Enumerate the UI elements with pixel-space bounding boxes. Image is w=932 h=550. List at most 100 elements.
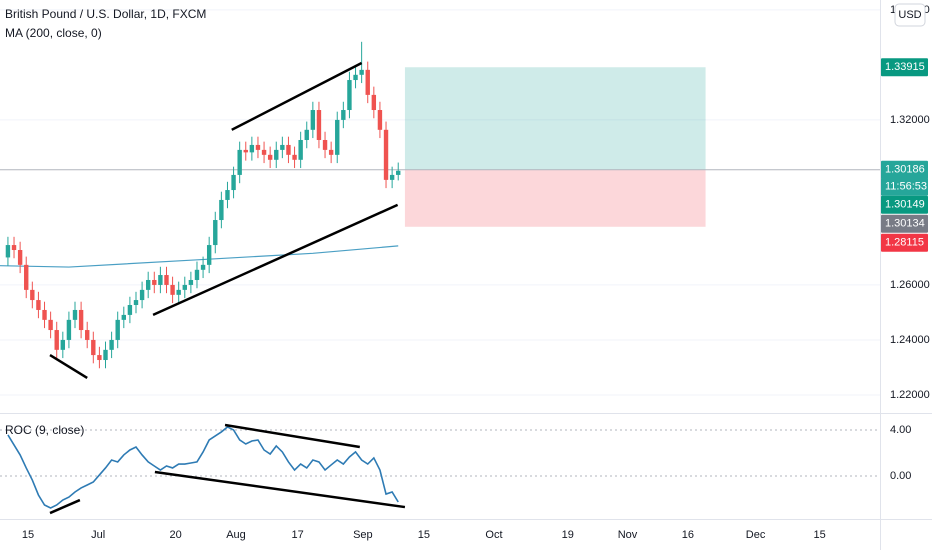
target-label: 1.33915 <box>885 61 925 73</box>
candle-body <box>72 309 78 320</box>
candle-body <box>36 300 41 310</box>
y-tick-label: 1.22000 <box>890 389 930 401</box>
candle-body <box>322 139 328 150</box>
candle-body <box>109 339 114 350</box>
x-tick-label: Nov <box>618 529 638 541</box>
candle-body <box>5 245 11 258</box>
x-tick-label: Jul <box>91 529 105 541</box>
stop-label: 1.28115 <box>885 237 924 249</box>
candle-body <box>127 305 133 315</box>
candle-body <box>377 110 383 130</box>
bid-label: 1.30134 <box>885 218 925 230</box>
candle-body <box>335 119 340 155</box>
x-tick-label: Dec <box>746 529 766 541</box>
candle-body <box>328 149 334 155</box>
candle-body <box>292 154 297 160</box>
candle-body <box>164 275 169 285</box>
y-tick-label: 4.00 <box>890 424 911 436</box>
candle-body <box>365 69 370 95</box>
currency-label[interactable]: USD <box>898 9 921 21</box>
roc-title: ROC (9, close) <box>5 423 84 437</box>
candle-body <box>274 149 279 160</box>
x-tick-label: Sep <box>353 529 373 541</box>
candle-body <box>42 309 47 320</box>
x-tick-label: 15 <box>814 529 826 541</box>
candle-body <box>54 330 59 350</box>
candle-body <box>194 269 200 280</box>
bid-label-bg <box>881 214 928 233</box>
candle-body <box>85 330 90 340</box>
roc-line <box>7 426 399 509</box>
candle-body <box>24 264 29 290</box>
candle-body <box>188 279 194 285</box>
candle-body <box>298 139 303 160</box>
trendline <box>49 354 88 379</box>
candle-body <box>231 174 236 191</box>
candle-body <box>396 170 401 175</box>
candle-body <box>91 339 96 356</box>
candle-body <box>133 300 139 306</box>
chart-title: British Pound / U.S. Dollar, 1D, FXCM <box>5 7 206 21</box>
stop-label-bg <box>881 233 928 252</box>
trendline <box>154 470 406 509</box>
candle-body <box>152 279 157 285</box>
candle-body <box>353 74 358 81</box>
candle-body <box>316 110 322 140</box>
x-tick-label: 15 <box>418 529 430 541</box>
candle-body <box>383 129 389 180</box>
candle-body <box>255 144 261 150</box>
x-tick-label: 16 <box>682 529 694 541</box>
candle-body <box>11 245 17 251</box>
candle-body <box>261 149 267 155</box>
candle-body <box>66 319 72 340</box>
candle-body <box>139 289 145 301</box>
candle-body <box>249 144 255 153</box>
plot: 1.220001.240001.260001.320001.3600015Jul… <box>0 3 930 541</box>
candle-body <box>182 284 187 290</box>
candle-body <box>341 110 346 120</box>
trendline <box>231 61 363 131</box>
candle-body <box>170 284 175 295</box>
candle-body <box>243 149 248 153</box>
x-tick-label: 15 <box>22 529 34 541</box>
y-tick-label: 1.26000 <box>890 279 930 291</box>
target-label-bg <box>881 58 928 77</box>
candle-body <box>60 339 66 350</box>
candle-body <box>371 94 377 111</box>
candle-body <box>213 220 218 246</box>
candle-body <box>97 355 102 361</box>
entry-label: 1.30186 <box>885 164 925 176</box>
candle-body <box>310 110 316 130</box>
candle-body <box>78 309 84 331</box>
last-price-label: 1.30149 <box>885 199 925 211</box>
target-zone <box>404 67 706 170</box>
trendline <box>49 498 81 515</box>
candle-body <box>286 144 291 155</box>
candle-body <box>280 144 285 150</box>
x-tick-label: Oct <box>485 529 502 541</box>
currency-button[interactable] <box>894 3 926 27</box>
candle-body <box>103 349 108 361</box>
x-tick-label: Aug <box>226 529 246 541</box>
candle-body <box>145 279 151 290</box>
countdown-label-bg <box>881 177 928 196</box>
trendline <box>152 203 399 317</box>
candle-body <box>17 250 23 265</box>
x-tick-label: 17 <box>291 529 303 541</box>
x-tick-label: 19 <box>562 529 574 541</box>
entry-label-bg <box>881 160 928 179</box>
trendline <box>224 423 361 449</box>
y-tick-label: 0.00 <box>890 470 911 482</box>
candle-body <box>237 149 242 175</box>
candle-body <box>267 154 273 160</box>
candle-body <box>121 314 126 320</box>
candle-body <box>389 174 395 180</box>
candle-body <box>200 264 206 270</box>
y-tick-label: 1.24000 <box>890 334 930 346</box>
candle-body <box>225 190 230 200</box>
candle-body <box>48 319 53 331</box>
y-tick-label: 1.32000 <box>890 114 930 126</box>
